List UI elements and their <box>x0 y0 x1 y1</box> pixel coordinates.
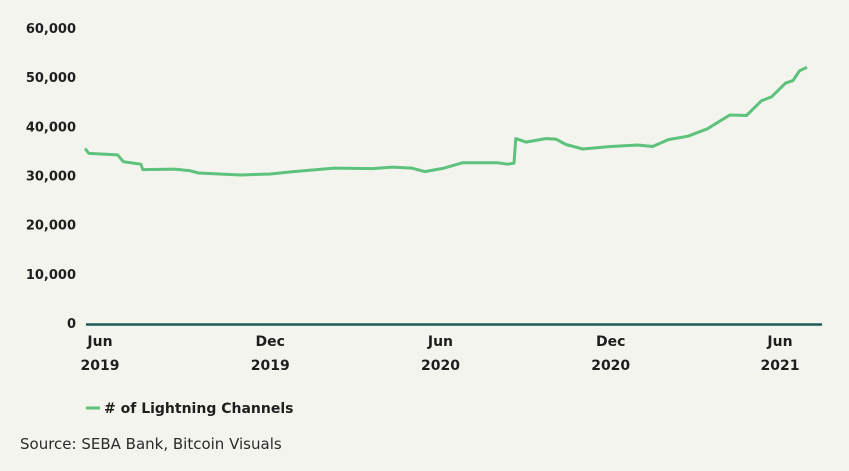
x-tick-label: Jun <box>427 334 453 350</box>
x-tick-label: 2020 <box>591 358 630 374</box>
series-line-lightning-channels <box>83 65 808 177</box>
y-tick-label: 0 <box>67 317 76 332</box>
x-tick-label: Dec <box>256 334 285 350</box>
legend-label: # of Lightning Channels <box>104 401 293 417</box>
y-tick-label: 20,000 <box>26 219 76 234</box>
x-tick-label: Jun <box>766 334 792 350</box>
y-axis-ticks: 0 10,000 20,000 30,000 40,000 50,000 60,000 <box>26 22 76 332</box>
y-tick-label: 40,000 <box>26 120 76 135</box>
y-tick-label: 10,000 <box>26 268 76 283</box>
x-tick-label: Jun <box>86 334 112 350</box>
y-tick-label: 50,000 <box>26 71 76 86</box>
x-tick-label: Dec <box>596 334 625 350</box>
x-tick-label: 2019 <box>251 358 290 374</box>
x-tick-label: 2021 <box>761 358 800 374</box>
y-tick-label: 30,000 <box>26 170 76 185</box>
legend: # of Lightning Channels <box>86 401 293 417</box>
source-note: Source: SEBA Bank, Bitcoin Visuals <box>20 435 282 453</box>
y-tick-label: 60,000 <box>26 22 76 37</box>
x-axis-ticks: Jun 2019 Dec 2019 Jun 2020 Dec 2020 Jun 2021 <box>81 334 800 374</box>
x-tick-label: 2019 <box>81 358 120 374</box>
x-tick-label: 2020 <box>421 358 460 374</box>
